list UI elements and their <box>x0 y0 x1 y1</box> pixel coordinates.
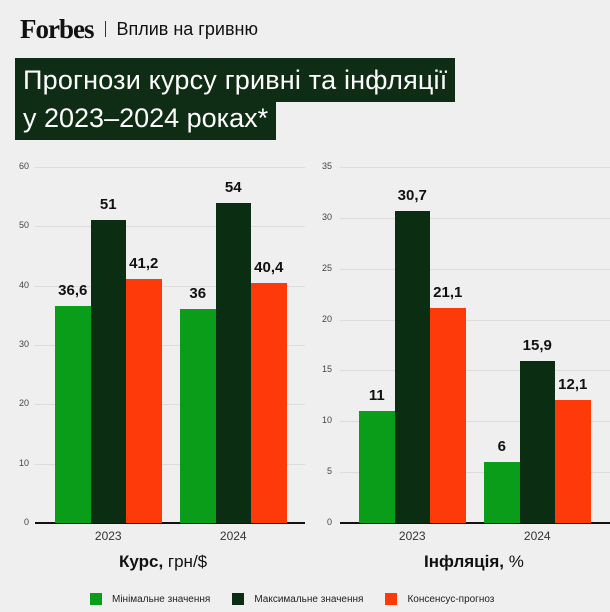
bar-value-label: 36,6 <box>58 281 88 299</box>
bar-min-2023 <box>359 411 395 523</box>
bar-consensus-2023 <box>430 308 466 523</box>
bar-value-label: 6 <box>497 437 506 455</box>
bar-consensus-2023 <box>126 278 162 523</box>
bar-max-2023 <box>90 220 126 523</box>
gridline <box>340 217 610 219</box>
legend-swatch-min <box>90 593 102 605</box>
legend: Мінімальне значення Максимальне значення… <box>90 593 516 605</box>
y-tick-label: 10 <box>18 457 29 468</box>
y-tick-label: 30 <box>321 211 332 222</box>
forbes-logo: Forbes <box>20 13 94 44</box>
gridline <box>35 345 305 346</box>
gridline <box>340 421 610 423</box>
gridline <box>35 463 305 465</box>
y-tick-label: 5 <box>326 466 332 477</box>
y-tick-label: 35 <box>321 161 332 171</box>
y-tick-label: 60 <box>18 161 29 171</box>
bar-value-label: 12,1 <box>558 375 588 393</box>
bar-value-label: 51 <box>99 196 117 214</box>
x-axis-line <box>340 522 610 524</box>
bar-value-label: 11 <box>368 387 385 405</box>
bar-value-label: 30,7 <box>397 186 427 204</box>
bar-value-label: 41,2 <box>129 254 159 272</box>
legend-label-max: Максимальне значення <box>254 593 364 605</box>
gridline <box>340 167 610 168</box>
x-axis-title: Курс, грн/$ <box>119 552 208 571</box>
y-tick-label: 40 <box>18 279 29 290</box>
gridline <box>340 370 610 372</box>
bar-max-2023 <box>394 210 430 523</box>
legend-item-consensus: Консенсус-прогноз <box>385 593 494 605</box>
y-tick-label: 0 <box>23 517 29 527</box>
bar-max-2024 <box>519 361 555 523</box>
legend-swatch-consensus <box>385 593 398 605</box>
legend-item-min: Мінімальне значення <box>90 593 210 605</box>
gridline <box>340 268 610 270</box>
bar-value-label: 15,9 <box>522 337 552 355</box>
bar-consensus-2024 <box>251 283 287 523</box>
y-tick-label: 25 <box>321 262 332 273</box>
y-tick-label: 20 <box>18 398 29 409</box>
header: Forbes Вплив на гривню <box>20 14 258 44</box>
bar-value-label: 40,4 <box>254 259 284 277</box>
x-axis-line <box>35 522 305 524</box>
y-tick-label: 20 <box>321 313 332 324</box>
header-divider <box>105 21 107 37</box>
chart-title-line-2: у 2023–2024 роках* <box>15 100 277 140</box>
y-tick-label: 10 <box>321 415 332 426</box>
section-title: Вплив на гривню <box>116 18 258 39</box>
x-category-label: 2024 <box>523 529 551 543</box>
y-tick-label: 30 <box>18 339 29 349</box>
gridline <box>35 285 305 287</box>
bar-consensus-2024 <box>555 399 591 523</box>
gridline <box>340 472 610 474</box>
gridline <box>35 167 305 168</box>
legend-label-min: Мінімальне значення <box>112 593 211 605</box>
gridline <box>340 319 610 321</box>
bar-min-2024 <box>180 309 216 523</box>
bar-min-2024 <box>484 461 520 523</box>
gridline <box>35 404 305 406</box>
legend-item-max: Максимальне значення <box>232 593 363 605</box>
legend-label-consensus: Консенсус-прогноз <box>407 593 495 605</box>
gridline <box>35 226 305 228</box>
y-tick-label: 0 <box>326 517 332 527</box>
y-tick-label: 15 <box>321 364 332 375</box>
x-axis-title: Інфляція, % <box>424 552 524 571</box>
legend-swatch-max <box>232 593 245 605</box>
chart-title-line-1: Прогнози курсу гривні та інфляції <box>15 58 456 102</box>
bar-value-label: 36 <box>189 285 207 303</box>
y-tick-label: 50 <box>18 220 29 231</box>
x-category-label: 2024 <box>219 529 247 543</box>
bar-value-label: 21,1 <box>433 284 463 302</box>
x-category-label: 2023 <box>398 529 426 543</box>
x-category-label: 2023 <box>94 529 122 543</box>
bar-max-2024 <box>215 202 251 523</box>
bar-value-label: 54 <box>224 178 242 196</box>
bar-min-2023 <box>55 305 91 523</box>
